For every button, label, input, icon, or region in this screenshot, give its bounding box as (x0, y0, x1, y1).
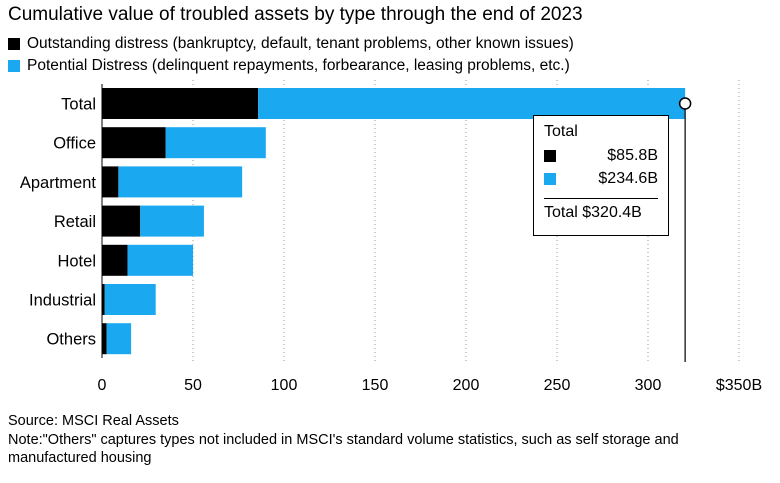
tooltip-total: Total $85.8B $234.6B Total $320.4B (533, 115, 669, 236)
tooltip-swatch-outstanding (544, 150, 556, 162)
bar-others-outstanding (102, 323, 107, 355)
x-tick-label: 50 (184, 377, 202, 394)
bar-others-potential (106, 323, 132, 355)
legend-label-outstanding: Outstanding distress (bankruptcy, defaul… (27, 35, 574, 52)
bar-industrial-potential (104, 284, 156, 315)
bar-total-potential (258, 88, 686, 119)
tooltip-swatch-potential (544, 173, 556, 185)
highlight-marker (678, 97, 692, 110)
chart-title: Cumulative value of troubled assets by t… (8, 4, 583, 25)
category-label: Total (61, 96, 96, 114)
bar-industrial-outstanding (102, 284, 105, 315)
category-label: Apartment (20, 174, 97, 192)
x-tick-label: $350B (716, 377, 762, 394)
bar-apartment-outstanding (102, 166, 119, 198)
tooltip-title: Total (544, 123, 578, 140)
category-label: Industrial (29, 292, 96, 310)
bar-retail-potential (140, 205, 204, 237)
x-tick-label: 250 (544, 377, 571, 394)
category-label: Retail (54, 213, 96, 231)
legend-item-outstanding: Outstanding distress (bankruptcy, defaul… (8, 35, 574, 53)
bar-total-outstanding (102, 88, 259, 119)
x-tick-label: 0 (98, 377, 107, 394)
category-label: Hotel (57, 252, 96, 270)
legend-swatch-potential (8, 60, 20, 72)
bar-office-outstanding (102, 127, 166, 159)
tooltip-row-outstanding: $85.8B (544, 147, 658, 165)
bar-hotel-outstanding (102, 244, 128, 276)
tooltip-divider (544, 198, 658, 199)
category-label: Others (46, 331, 96, 349)
bar-retail-outstanding (102, 205, 141, 237)
legend-item-potential: Potential Distress (delinquent repayment… (8, 57, 570, 75)
bar-office-potential (165, 127, 266, 159)
tooltip-value-potential: $234.6B (598, 170, 658, 187)
source-note: Source: MSCI Real Assets (8, 413, 179, 429)
bar-apartment-potential (118, 166, 243, 198)
x-tick-label: 150 (362, 377, 389, 394)
x-tick-label: 300 (635, 377, 662, 394)
footnote: Note:"Others" captures types not include… (8, 432, 679, 466)
legend-label-potential: Potential Distress (delinquent repayment… (27, 57, 570, 74)
x-tick-label: 100 (271, 377, 298, 394)
tooltip-row-potential: $234.6B (544, 170, 658, 188)
legend-swatch-outstanding (8, 38, 20, 50)
tooltip-total-value: Total $320.4B (544, 204, 642, 221)
category-label: Office (53, 135, 96, 153)
tooltip-value-outstanding: $85.8B (607, 147, 658, 164)
x-tick-label: 200 (453, 377, 480, 394)
bar-hotel-potential (127, 244, 193, 276)
